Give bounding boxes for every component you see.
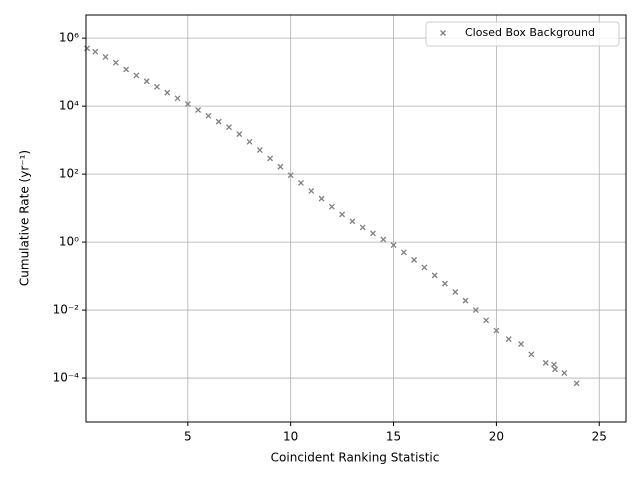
scatter-point bbox=[573, 380, 580, 387]
scatter-point bbox=[226, 124, 232, 131]
scatter-point bbox=[518, 341, 525, 348]
scatter-point bbox=[102, 53, 109, 60]
x-tick-label: 15 bbox=[386, 430, 401, 444]
scatter-point bbox=[287, 172, 294, 179]
scatter-point bbox=[143, 78, 150, 85]
scatter-point bbox=[370, 230, 376, 237]
x-tick-label: 10 bbox=[283, 430, 298, 444]
scatter-point bbox=[390, 242, 397, 249]
legend-marker bbox=[440, 30, 446, 36]
scatter-point bbox=[277, 163, 284, 170]
scatter-point bbox=[493, 327, 500, 334]
scatter-point bbox=[552, 366, 558, 373]
x-tick-label: 5 bbox=[184, 430, 192, 444]
scatter-point bbox=[380, 236, 387, 243]
scatter-point bbox=[442, 280, 448, 287]
legend-label: Closed Box Background bbox=[465, 26, 595, 39]
scatter-point bbox=[84, 45, 90, 52]
scatter-point bbox=[318, 195, 325, 202]
scatter-point bbox=[328, 203, 335, 210]
plot-frame bbox=[85, 14, 627, 423]
x-axis-label: Coincident Ranking Statistic bbox=[271, 451, 440, 465]
y-tick-label: 10² bbox=[59, 167, 79, 181]
y-tick-label: 10⁴ bbox=[59, 99, 79, 113]
legend-box bbox=[425, 21, 620, 47]
y-tick-label: 10⁰ bbox=[59, 235, 79, 249]
y-axis-label: Cumulative Rate (yr⁻¹) bbox=[18, 150, 32, 286]
scatter-point bbox=[462, 297, 469, 304]
scatter-point bbox=[308, 187, 315, 194]
x-tick-label: 20 bbox=[489, 430, 504, 444]
scatter-point bbox=[123, 66, 130, 73]
scatter-point bbox=[472, 307, 479, 314]
scatter-point bbox=[246, 138, 253, 145]
scatter-point bbox=[452, 289, 459, 295]
y-tick-label: 10⁶ bbox=[59, 31, 79, 45]
scatter-point bbox=[528, 351, 535, 358]
scatter-point bbox=[236, 131, 243, 138]
scatter-point bbox=[421, 264, 428, 271]
scatter-point bbox=[154, 83, 160, 90]
scatter-point bbox=[298, 179, 304, 186]
scatter-point bbox=[195, 107, 202, 113]
scatter-point bbox=[431, 272, 438, 279]
scatter-point bbox=[561, 370, 568, 377]
scatter-point bbox=[205, 112, 212, 119]
scatter-point bbox=[339, 211, 346, 218]
scatter-point bbox=[359, 224, 366, 231]
scatter-point bbox=[133, 72, 140, 79]
scatter-point bbox=[256, 147, 263, 154]
scatter-point bbox=[505, 336, 512, 343]
scatter-point bbox=[542, 359, 549, 366]
scatter-point bbox=[215, 118, 222, 125]
scatter-point bbox=[411, 256, 418, 263]
scatter-point bbox=[267, 155, 274, 162]
scatter-point bbox=[184, 101, 191, 108]
x-tick-label: 25 bbox=[592, 430, 607, 444]
scatter-point bbox=[349, 218, 356, 225]
scatter-point bbox=[174, 95, 181, 102]
y-tick-label: 10⁻² bbox=[53, 303, 80, 317]
scatter-point bbox=[483, 317, 490, 324]
scatter-point bbox=[112, 59, 119, 66]
scatter-point bbox=[400, 249, 407, 256]
scatter-point bbox=[551, 361, 557, 368]
scatter-point bbox=[164, 89, 171, 96]
scatter-point bbox=[92, 48, 99, 55]
y-tick-label: 10⁻⁴ bbox=[53, 371, 80, 385]
